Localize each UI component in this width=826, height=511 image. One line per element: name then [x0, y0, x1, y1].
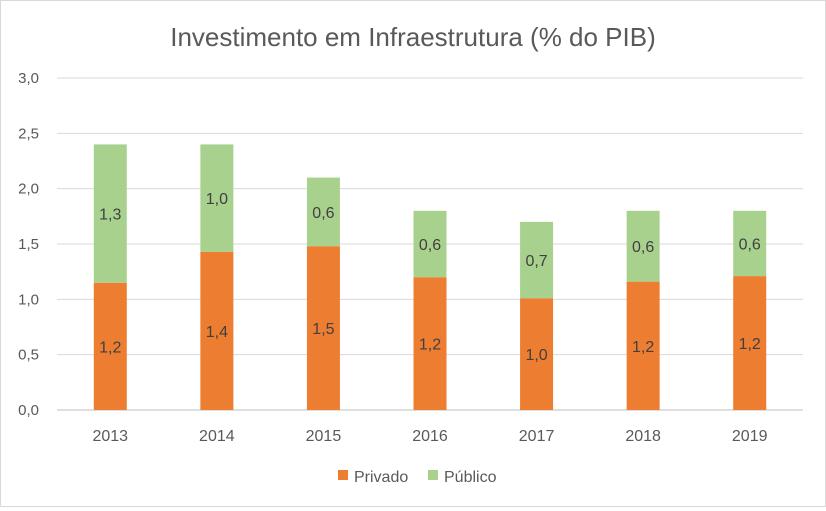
- bar-p-blico-2013: [93, 144, 127, 283]
- bar-p-blico-2019: [733, 210, 767, 277]
- y-tick-label: 2,5: [18, 125, 39, 142]
- x-tick-label: 2016: [412, 428, 448, 445]
- bar-privado-2014: [200, 251, 234, 410]
- data-label: 1,5: [312, 321, 334, 338]
- bar-p-blico-2016: [413, 210, 447, 278]
- y-tick-label: 1,0: [18, 291, 39, 308]
- bar-p-blico-2014: [200, 144, 234, 252]
- x-tick-label: 2018: [625, 428, 661, 445]
- bar-privado-2019: [733, 276, 767, 410]
- y-tick-label: 2,0: [18, 181, 39, 198]
- data-label: 0,6: [739, 236, 761, 253]
- legend-label: Privado: [354, 469, 408, 486]
- x-tick-label: 2019: [732, 428, 768, 445]
- bar-p-blico-2018: [626, 210, 660, 282]
- bar-p-blico-2017: [520, 221, 554, 299]
- data-label: 1,2: [632, 339, 654, 356]
- legend-swatch: [338, 470, 348, 480]
- y-axis-tick-labels: 0,0 0,5 1,0 1,5 2,0 2,5 3,0: [18, 70, 39, 419]
- x-tick-label: 2013: [92, 428, 128, 445]
- legend-label: Público: [444, 469, 497, 486]
- bar-privado-2018: [626, 281, 660, 410]
- y-tick-label: 1,5: [18, 236, 39, 253]
- legend-swatch: [428, 470, 438, 480]
- data-label: 0,7: [525, 253, 547, 270]
- chart-title: Investimento em Infraestrutura (% do PIB…: [170, 22, 656, 52]
- y-tick-label: 0,0: [18, 402, 39, 419]
- data-label: 1,2: [419, 337, 441, 354]
- x-tick-label: 2017: [519, 428, 555, 445]
- bar-privado-2017: [520, 298, 554, 410]
- x-tick-label: 2014: [199, 428, 235, 445]
- legend: Privado Público: [338, 469, 497, 486]
- data-label: 0,6: [312, 205, 334, 222]
- x-axis-tick-labels: 2013 2014 2015 2016 2017 2018 2019: [92, 428, 767, 445]
- data-label: 1,2: [739, 336, 761, 353]
- y-tick-label: 0,5: [18, 347, 39, 364]
- bar-privado-2013: [93, 282, 127, 410]
- data-label: 1,0: [525, 347, 547, 364]
- bar-privado-2015: [306, 246, 340, 410]
- data-label: 1,3: [99, 207, 121, 224]
- x-tick-label: 2015: [306, 428, 342, 445]
- data-label: 1,4: [206, 324, 228, 341]
- bars: 1,2 1,3 1,4 1,0 1,5 0,6 1,2 0,6 1,0 0,7 1,2 0,6 1,2 0…: [93, 144, 767, 410]
- data-label: 0,6: [419, 237, 441, 254]
- data-label: 1,0: [206, 191, 228, 208]
- data-label: 1,2: [99, 339, 121, 356]
- bar-p-blico-2015: [306, 177, 340, 247]
- bar-privado-2016: [413, 277, 447, 410]
- y-tick-label: 3,0: [18, 70, 39, 87]
- data-label: 0,6: [632, 239, 654, 256]
